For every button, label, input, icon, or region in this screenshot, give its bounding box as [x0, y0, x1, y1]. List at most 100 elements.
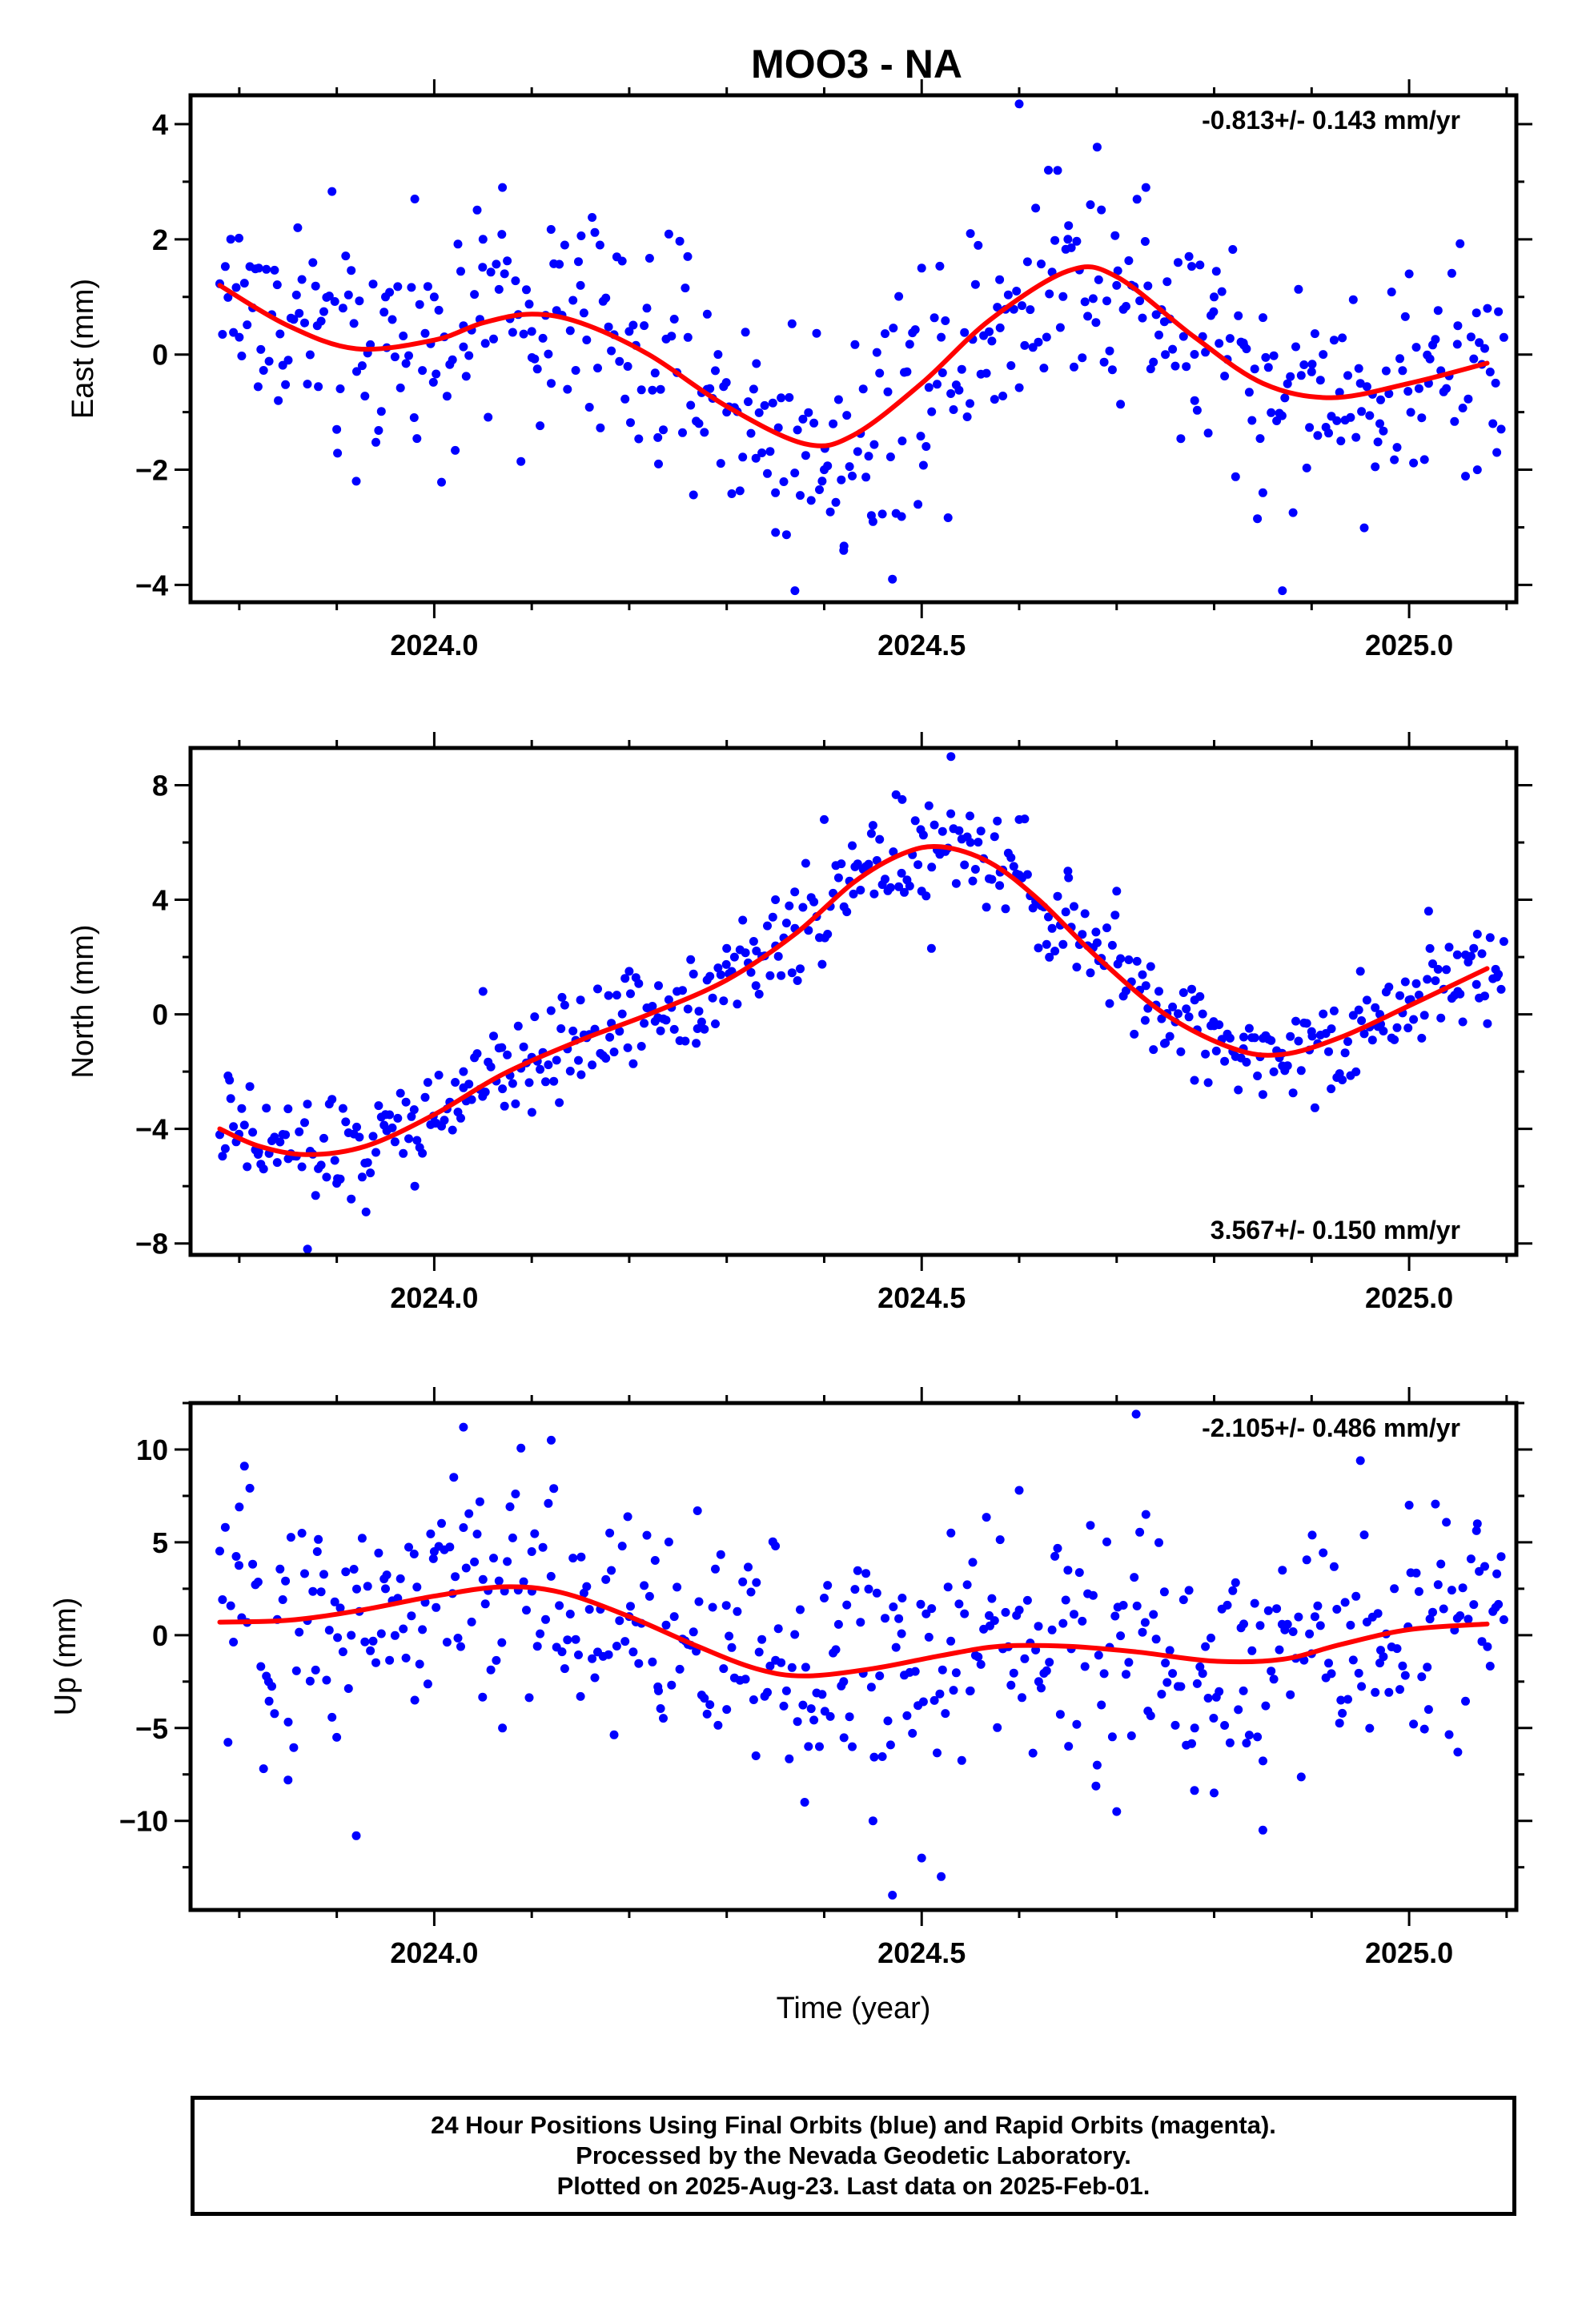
data-point — [1258, 1825, 1267, 1835]
data-point — [985, 327, 994, 336]
data-point — [1340, 1598, 1350, 1607]
data-point — [998, 392, 1008, 400]
data-point — [231, 283, 241, 292]
data-point — [881, 875, 889, 884]
data-point — [866, 829, 876, 838]
data-point — [930, 313, 939, 323]
data-point — [1338, 1708, 1347, 1718]
data-point — [352, 367, 361, 376]
data-point — [1239, 1686, 1248, 1695]
data-point — [853, 1566, 862, 1575]
data-point — [497, 230, 507, 239]
data-point — [1151, 1634, 1161, 1644]
data-point — [850, 340, 860, 349]
data-point — [311, 281, 320, 291]
data-point — [347, 1194, 356, 1204]
data-point — [607, 346, 616, 356]
data-point — [831, 1645, 841, 1655]
plot-frame — [188, 1401, 1519, 1912]
data-point — [1398, 1661, 1407, 1671]
data-point — [335, 384, 345, 393]
data-point — [295, 1127, 304, 1136]
data-point — [1070, 902, 1078, 911]
data-point — [305, 350, 315, 360]
data-point — [1269, 351, 1279, 360]
data-point — [1291, 342, 1300, 352]
data-point — [387, 1123, 397, 1132]
data-point — [1367, 1035, 1377, 1045]
data-point — [341, 1567, 351, 1577]
data-point — [617, 1009, 627, 1019]
data-point — [1283, 1619, 1292, 1629]
data-point — [347, 266, 356, 275]
data-point — [995, 323, 1005, 332]
data-point — [1201, 1049, 1211, 1059]
data-point — [1302, 1555, 1311, 1565]
data-point — [270, 1709, 279, 1719]
data-point — [1107, 365, 1117, 375]
data-point — [648, 1657, 657, 1667]
data-point — [1157, 1690, 1166, 1699]
data-point — [467, 1095, 476, 1104]
data-point — [1184, 1586, 1194, 1595]
data-point — [1329, 1562, 1339, 1571]
data-point — [910, 816, 920, 826]
data-point — [503, 1050, 512, 1059]
data-point — [1294, 1612, 1303, 1622]
data-point — [605, 1032, 615, 1042]
data-point — [519, 1577, 528, 1586]
data-point — [815, 1742, 824, 1751]
data-point — [976, 826, 986, 836]
data-point — [864, 859, 873, 869]
data-point — [423, 1078, 432, 1088]
data-point — [902, 1711, 912, 1720]
y-tick-label: 4 — [152, 108, 168, 141]
x-tick-label: 2024.0 — [390, 1281, 478, 1314]
data-point — [1354, 364, 1363, 373]
data-point — [798, 1700, 808, 1710]
data-point — [470, 1557, 480, 1566]
data-point — [253, 1578, 263, 1586]
data-point — [1102, 296, 1111, 306]
data-point — [1267, 1667, 1276, 1676]
data-point — [593, 364, 602, 373]
data-point — [1042, 1666, 1051, 1675]
data-point — [467, 1617, 476, 1626]
data-point — [1491, 378, 1500, 388]
data-point — [787, 319, 797, 328]
data-point — [804, 926, 813, 935]
data-point — [1351, 432, 1361, 442]
data-point — [757, 1634, 767, 1644]
data-point — [741, 948, 750, 958]
data-point — [508, 1533, 517, 1542]
data-point — [1195, 1662, 1205, 1671]
data-point — [576, 231, 586, 240]
data-point — [839, 545, 849, 555]
data-point — [381, 1110, 390, 1120]
data-point — [568, 1026, 578, 1035]
data-point — [1258, 488, 1267, 497]
info-line-orbits: 24 Hour Positions Using Final Orbits (bl… — [431, 2111, 1276, 2139]
data-point — [968, 1558, 978, 1567]
data-point — [1253, 1732, 1263, 1742]
data-point — [1154, 987, 1163, 996]
data-point — [1122, 1670, 1130, 1679]
data-point — [338, 1647, 347, 1657]
data-point — [571, 366, 580, 375]
data-point — [1379, 1027, 1388, 1035]
data-point — [850, 1585, 860, 1594]
data-point — [1192, 1679, 1202, 1688]
data-point — [1278, 1566, 1287, 1575]
data-point — [908, 1728, 917, 1738]
data-point — [877, 509, 887, 519]
data-point — [582, 1582, 592, 1591]
data-point — [584, 403, 594, 412]
y-tick-label: 0 — [152, 339, 168, 372]
data-point — [640, 1019, 649, 1028]
data-point — [1472, 930, 1482, 939]
data-point — [820, 465, 829, 475]
data-point — [1061, 1595, 1070, 1605]
data-point — [839, 1733, 849, 1743]
data-point — [640, 321, 649, 331]
data-point — [1239, 338, 1248, 348]
